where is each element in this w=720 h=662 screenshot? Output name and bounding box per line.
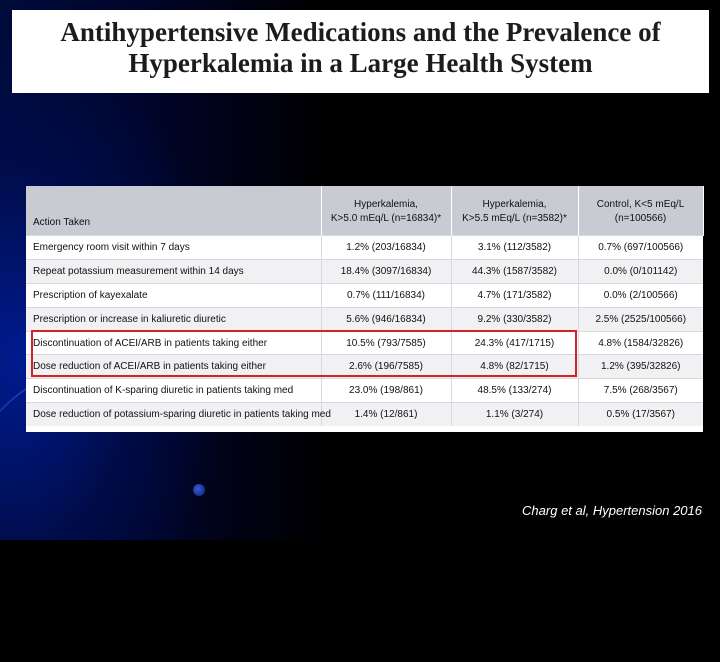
row-k50: 23.0% (198/861) <box>320 378 451 403</box>
header-k55-line2: K>5.5 mEq/L (n=3582)* <box>462 212 567 224</box>
row-action: Dose reduction of ACEI/ARB in patients t… <box>26 354 321 379</box>
row-k55: 48.5% (133/274) <box>450 378 578 403</box>
slide-title-line-1: Antihypertensive Medications and the Pre… <box>60 17 661 47</box>
row-action: Discontinuation of ACEI/ARB in patients … <box>26 330 321 355</box>
table-row: Discontinuation of K-sparing diuretic in… <box>26 378 703 403</box>
row-k50: 10.5% (793/7585) <box>320 330 451 355</box>
results-table: Action Taken Hyperkalemia, K>5.0 mEq/L (… <box>26 186 704 427</box>
header-k55: Hyperkalemia, K>5.5 mEq/L (n=3582)* <box>451 186 579 236</box>
row-k50: 1.4% (12/861) <box>320 402 451 427</box>
row-k50: 18.4% (3097/16834) <box>320 258 451 284</box>
header-control-line1: Control, K<5 mEq/L <box>596 198 685 210</box>
row-control: 2.5% (2525/100566) <box>577 306 703 332</box>
row-k55: 44.3% (1587/3582) <box>450 258 578 284</box>
header-control: Control, K<5 mEq/L (n=100566) <box>578 186 704 236</box>
table-header-row: Action Taken Hyperkalemia, K>5.0 mEq/L (… <box>26 186 704 236</box>
row-action: Prescription of kayexalate <box>26 282 321 308</box>
row-control: 1.2% (395/32826) <box>577 354 703 379</box>
row-control: 4.8% (1584/32826) <box>577 330 703 355</box>
row-k50: 0.7% (111/16834) <box>320 282 451 308</box>
row-control: 0.7% (697/100566) <box>577 235 703 260</box>
header-action: Action Taken <box>26 186 322 236</box>
row-k55: 4.7% (171/3582) <box>450 282 578 308</box>
row-control: 0.0% (0/101142) <box>577 258 703 284</box>
row-action: Prescription or increase in kaliuretic d… <box>26 306 321 332</box>
header-k55-line1: Hyperkalemia, <box>482 198 547 210</box>
table-row: Dose reduction of potassium-sparing diur… <box>26 402 703 427</box>
row-k55: 1.1% (3/274) <box>450 402 578 427</box>
row-k50: 1.2% (203/16834) <box>320 235 451 260</box>
row-control: 0.0% (2/100566) <box>577 282 703 308</box>
table-row: Repeat potassium measurement within 14 d… <box>26 258 703 284</box>
row-action: Discontinuation of K-sparing diuretic in… <box>26 378 321 403</box>
row-action: Repeat potassium measurement within 14 d… <box>26 258 321 284</box>
header-k50-line2: K>5.0 mEq/L (n=16834)* <box>330 212 442 224</box>
row-k55: 4.8% (82/1715) <box>450 354 578 379</box>
row-k55: 24.3% (417/1715) <box>450 330 578 355</box>
table-row: Discontinuation of ACEI/ARB in patients … <box>26 330 703 355</box>
citation-text: Charg et al, Hypertension 2016 <box>522 503 702 518</box>
results-table-container: Action Taken Hyperkalemia, K>5.0 mEq/L (… <box>26 186 704 432</box>
header-control-line2: (n=100566) <box>614 212 667 224</box>
table-row: Prescription or increase in kaliuretic d… <box>26 306 703 332</box>
table-row: Dose reduction of ACEI/ARB in patients t… <box>26 354 703 379</box>
row-k50: 5.6% (946/16834) <box>320 306 451 332</box>
table-row: Emergency room visit within 7 days 1.2% … <box>26 235 703 260</box>
row-control: 7.5% (268/3567) <box>577 378 703 403</box>
header-k50-line1: Hyperkalemia, <box>354 198 418 210</box>
row-control: 0.5% (17/3567) <box>577 402 703 427</box>
slide-title-line-2: Hyperkalemia in a Large Health System <box>128 48 593 78</box>
slide-title-box: Antihypertensive Medications and the Pre… <box>12 10 709 93</box>
row-k50: 2.6% (196/7585) <box>320 354 451 379</box>
table-row: Prescription of kayexalate 0.7% (111/168… <box>26 282 703 308</box>
row-action: Dose reduction of potassium-sparing diur… <box>26 402 331 427</box>
row-k55: 3.1% (112/3582) <box>450 235 578 260</box>
decorative-dot <box>193 484 205 496</box>
header-k50: Hyperkalemia, K>5.0 mEq/L (n=16834)* <box>321 186 452 236</box>
row-k55: 9.2% (330/3582) <box>450 306 578 332</box>
row-action: Emergency room visit within 7 days <box>26 235 321 260</box>
